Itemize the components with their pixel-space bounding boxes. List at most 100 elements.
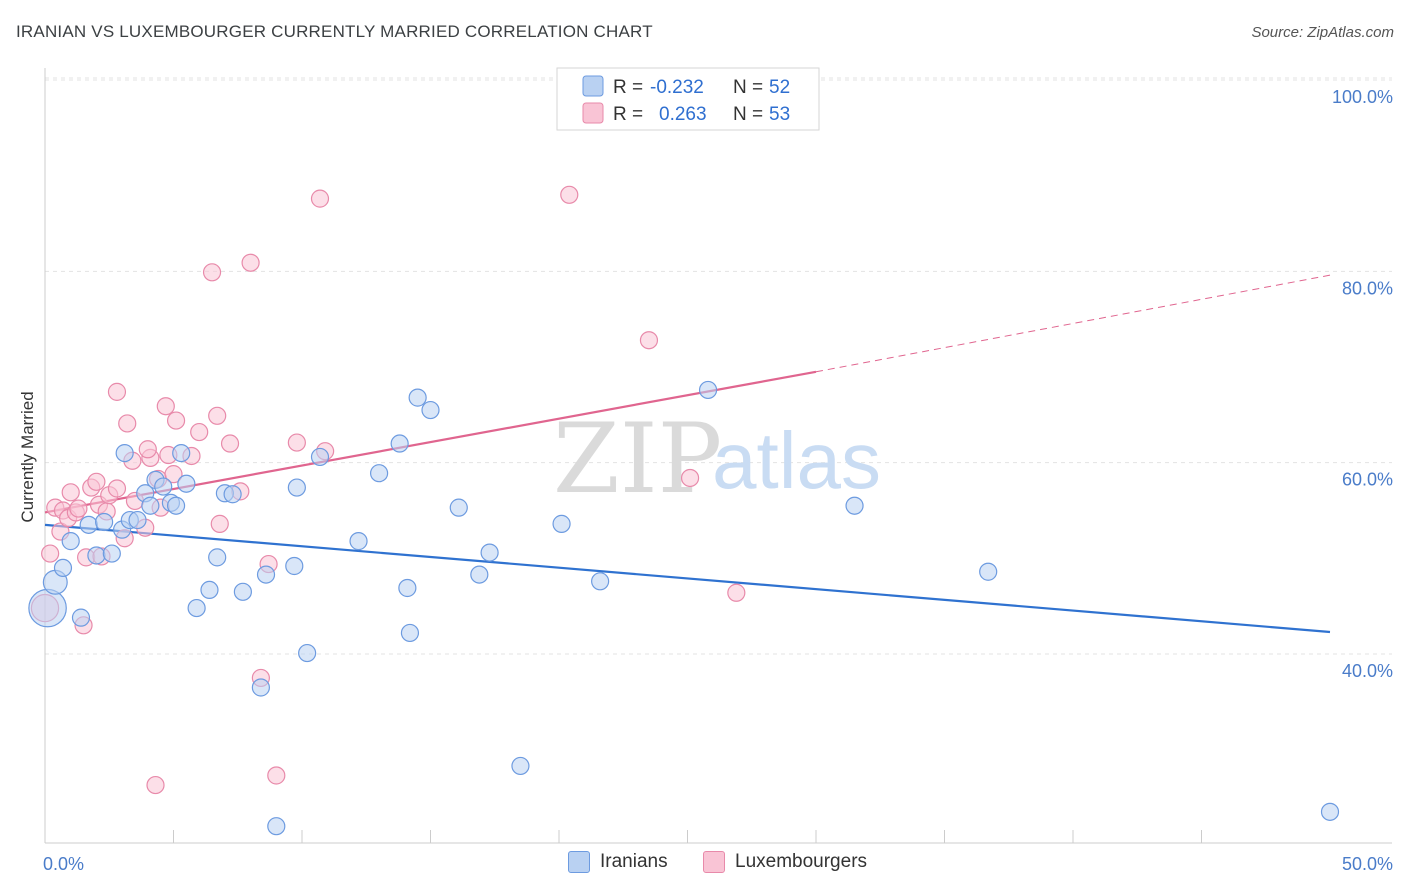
luxembourgers-point (87, 472, 106, 491)
iranians-point (1320, 802, 1340, 821)
luxembourgers-point (156, 397, 175, 416)
iranians-point (87, 546, 106, 565)
iranians-point (102, 544, 121, 563)
luxembourgers-legend-swatch (703, 851, 725, 873)
iranians-legend-swatch (568, 851, 590, 873)
iranians-point (53, 558, 73, 578)
iranians-point (287, 478, 306, 497)
iranians-point (223, 485, 242, 504)
iranians-point (349, 532, 368, 551)
source-credit: Source: ZipAtlas.com (1251, 24, 1394, 41)
iranians-point (267, 817, 286, 836)
iranians-legend-label: Iranians (600, 851, 668, 872)
luxembourgers-point (138, 440, 157, 459)
iranians-point (141, 496, 160, 515)
grid-lines (45, 77, 1392, 655)
iranians-swatch (582, 75, 604, 97)
axes (44, 68, 1392, 844)
iranians-trend-line (44, 523, 1331, 634)
watermark-zip: ZIP (553, 403, 722, 515)
luxembourgers-point (202, 263, 222, 282)
luxembourgers-trend-line (44, 370, 817, 514)
iranians-point (298, 643, 317, 663)
iranians-point (200, 580, 219, 600)
bottom-legend: Iranians Luxembourgers (0, 851, 1406, 879)
luxembourgers-point (146, 775, 165, 795)
iranians-point (398, 578, 417, 598)
iranians-point (233, 582, 252, 601)
iranians-point (390, 434, 409, 453)
luxembourgers-point (210, 514, 229, 533)
trend-lines (44, 274, 1331, 634)
iranians-point (591, 572, 610, 591)
luxembourgers-point (107, 382, 127, 401)
luxembourgers-point (241, 253, 260, 272)
iranians-point (449, 498, 468, 517)
y-tick-label: 80.0% (1342, 278, 1393, 298)
iranians-point (166, 496, 186, 515)
iranians-point (370, 464, 389, 483)
iranians-point (511, 756, 530, 776)
watermark: ZIP atlas (553, 403, 881, 515)
luxembourgers-point (680, 468, 700, 488)
iranians-point (79, 515, 98, 534)
iranians-point (61, 532, 80, 551)
luxembourgers-point (727, 583, 746, 602)
luxembourgers-point (287, 433, 306, 452)
iranians-r-label: R = (613, 77, 643, 98)
luxembourgers-r-value: 0.263 (659, 104, 707, 125)
luxembourgers-point (208, 406, 227, 425)
iranians-point (208, 548, 227, 567)
luxembourgers-point (69, 499, 88, 518)
iranians-points (28, 380, 1340, 836)
iranians-point (71, 608, 91, 627)
luxembourgers-point (61, 483, 80, 502)
luxembourgers-point (190, 422, 209, 442)
luxembourgers-swatch (582, 102, 604, 124)
iranians-point (256, 565, 276, 584)
y-axis-label: Currently Married (18, 391, 37, 522)
iranians-point (310, 447, 330, 467)
chart-title: IRANIAN VS LUXEMBOURGER CURRENTLY MARRIE… (16, 22, 653, 41)
iranians-point (128, 510, 147, 530)
luxembourgers-n-value: 53 (769, 104, 790, 125)
luxembourgers-point (560, 185, 579, 204)
luxembourgers-point (164, 465, 183, 484)
luxembourgers-point (310, 189, 330, 208)
iranians-point (28, 588, 67, 628)
luxembourgers-point (639, 331, 659, 350)
legend-item-luxembourgers: Luxembourgers (703, 851, 867, 873)
iranians-point (187, 598, 206, 618)
luxembourgers-point (220, 434, 240, 453)
luxembourgers-point (166, 411, 186, 430)
luxembourgers-point (107, 479, 127, 498)
legend-item-iranians: Iranians (568, 851, 668, 873)
iranians-point (845, 496, 864, 515)
x-tick-label: 50.0% (1342, 854, 1393, 874)
iranians-point (698, 380, 718, 400)
iranians-point (552, 514, 571, 533)
y-tick-label: 60.0% (1342, 470, 1393, 490)
iranians-point (400, 623, 420, 643)
iranians-point (285, 556, 304, 576)
iranians-point (95, 512, 114, 532)
x-tick-label: 0.0% (43, 854, 84, 874)
luxembourgers-legend-label: Luxembourgers (735, 851, 868, 872)
iranians-point (470, 565, 489, 584)
luxembourgers-r-label: R = (613, 104, 643, 125)
iranians-n-label: N = (733, 77, 763, 98)
luxembourgers-point (267, 766, 286, 785)
iranians-r-value: -0.232 (650, 77, 704, 98)
iranians-point (979, 562, 998, 581)
iranians-n-value: 52 (769, 77, 790, 98)
iranians-point (177, 474, 196, 493)
y-tick-label: 40.0% (1342, 661, 1393, 681)
iranians-point (408, 388, 427, 407)
y-tick-label: 100.0% (1332, 87, 1393, 107)
watermark-atlas: atlas (712, 416, 881, 505)
luxembourgers-trend-extension (815, 274, 1331, 373)
iranians-point (421, 400, 440, 420)
tick-labels: 40.0% 60.0% 80.0% 100.0% 0.0% 50.0% (43, 87, 1393, 874)
luxembourgers-n-label: N = (733, 104, 763, 125)
